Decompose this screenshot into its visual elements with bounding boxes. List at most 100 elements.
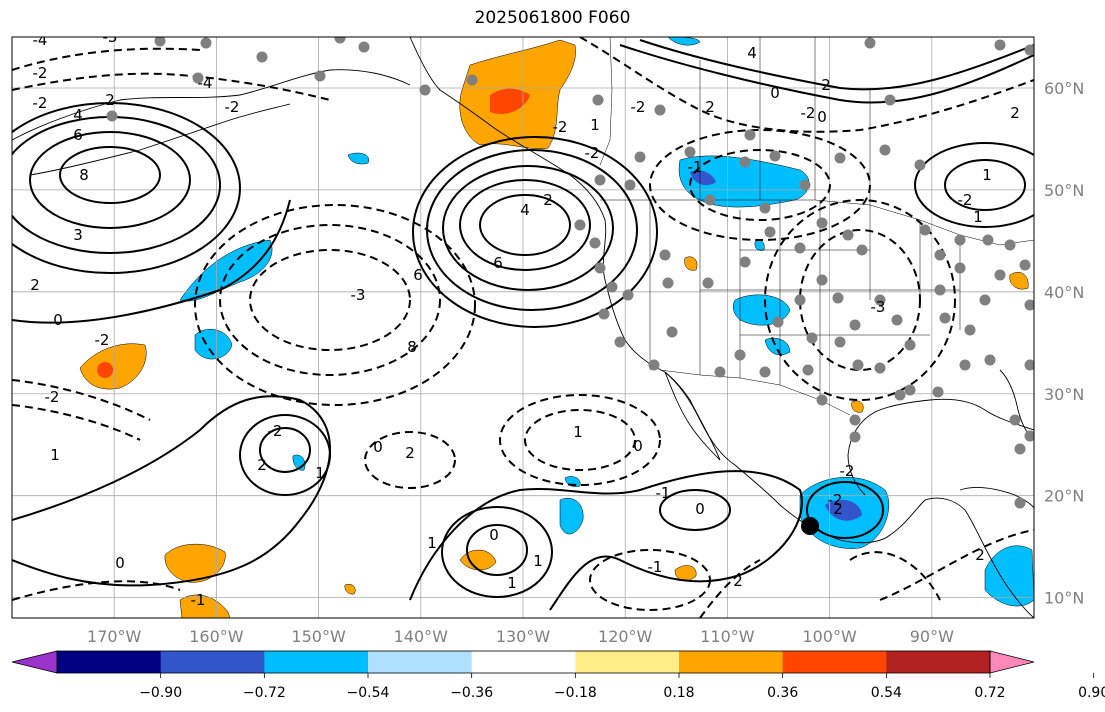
station-marker [1024, 299, 1034, 311]
contour-ring [442, 165, 614, 291]
colorbar-swatch [264, 651, 369, 673]
positive-anomaly-patch [851, 400, 864, 413]
solid-contours [12, 39, 1034, 611]
station-marker [919, 224, 931, 236]
contour-label: -2 [33, 64, 48, 82]
longitude-tick-label: 90°W [910, 627, 954, 646]
station-marker [702, 277, 714, 289]
positive-anomaly-patch [344, 584, 356, 595]
station-marker [592, 94, 604, 106]
station-marker [834, 336, 846, 348]
contour-lines [12, 37, 1034, 618]
contour-label: 2 [975, 546, 985, 564]
station-marker [154, 37, 166, 47]
contour-label: 2 [833, 500, 843, 518]
station-marker [799, 179, 811, 191]
station-marker [200, 37, 212, 49]
station-marker [614, 336, 626, 348]
positive-anomaly-patch [459, 549, 497, 571]
contour-label: -1 [191, 591, 206, 609]
contour-label: 1 [573, 423, 583, 441]
contour-ring [219, 224, 441, 376]
alaska-canada-border [599, 37, 613, 166]
contour-label: 0 [695, 500, 705, 518]
colorbar-tick-label: −0.72 [243, 685, 286, 701]
contour-line [639, 39, 1034, 91]
contour-line [12, 47, 201, 71]
station-marker [764, 226, 776, 238]
station-marker [684, 146, 696, 158]
contour-label: -2 [631, 98, 646, 116]
colorbar-swatch [160, 651, 265, 673]
contour-line [699, 559, 761, 618]
mexico-gulf-coast [847, 398, 1034, 496]
contour-label: 2 [105, 91, 115, 109]
contour-label: 4 [73, 106, 83, 124]
station-marker [842, 229, 854, 241]
station-marker [654, 104, 666, 116]
longitude-tick-label: 160°W [189, 627, 244, 646]
station-marker [1014, 497, 1026, 509]
station-marker [769, 150, 781, 162]
contour-ring [259, 427, 311, 473]
contour-line [579, 37, 1034, 133]
contour-ring [499, 394, 661, 486]
contour-ring [466, 524, 528, 576]
station-marker [634, 151, 646, 163]
colorbar-tick-label: 0.54 [871, 685, 902, 701]
contour-label: 6 [413, 266, 423, 284]
station-marker [106, 110, 118, 122]
station-marker [734, 349, 746, 361]
colorbar-swatch [471, 651, 576, 673]
station-marker [704, 194, 716, 206]
station-marker [594, 262, 606, 274]
contour-label: 2 [1010, 104, 1020, 122]
positive-anomaly-patch [164, 543, 226, 583]
station-marker [939, 312, 951, 324]
station-marker [358, 41, 370, 53]
positive-anomaly-core [97, 362, 113, 378]
station-marker [1009, 414, 1021, 426]
latitude-tick-label: 60°N [1044, 79, 1084, 98]
contour-ring [364, 431, 456, 489]
colorbar-tick-label: −0.54 [347, 685, 390, 701]
longitude-tick-label: 150°W [291, 627, 346, 646]
station-marker [932, 386, 944, 398]
station-marker [192, 72, 204, 84]
alaska-coast [12, 69, 411, 141]
station-marker [1024, 44, 1034, 56]
negative-anomaly-patch [984, 545, 1034, 607]
station-marker [832, 292, 844, 304]
contour-line [12, 72, 331, 101]
positive-anomaly-patch [674, 565, 697, 582]
contour-ring [459, 179, 591, 271]
station-marker [979, 294, 991, 306]
contour-label: 8 [79, 166, 89, 184]
contour-ring [479, 194, 571, 256]
station-marker [904, 384, 916, 396]
contour-ring [659, 489, 731, 531]
station-marker [574, 219, 586, 231]
latitude-tick-label: 10°N [1044, 589, 1084, 608]
contour-ring [589, 549, 711, 611]
station-marker [982, 234, 994, 246]
station-marker [1024, 359, 1034, 371]
contour-label: -2 [95, 331, 110, 349]
colorbar-swatch [57, 651, 162, 673]
colorbar-tick-label: −0.18 [554, 685, 597, 701]
contour-label: -2 [225, 98, 240, 116]
station-marker [994, 39, 1006, 51]
station-marker [816, 394, 828, 406]
station-marker [984, 354, 996, 366]
contour-label: 8 [407, 338, 417, 356]
contour-label: -2 [553, 118, 568, 136]
station-marker [816, 217, 828, 229]
station-marker [1014, 443, 1026, 455]
contour-label: -2 [585, 144, 600, 162]
latitude-tick-label: 50°N [1044, 181, 1084, 200]
station-marker [802, 364, 814, 376]
contour-line [849, 551, 941, 601]
negative-anomaly-core [690, 170, 716, 186]
station-marker [589, 237, 601, 249]
station-marker [834, 152, 846, 164]
